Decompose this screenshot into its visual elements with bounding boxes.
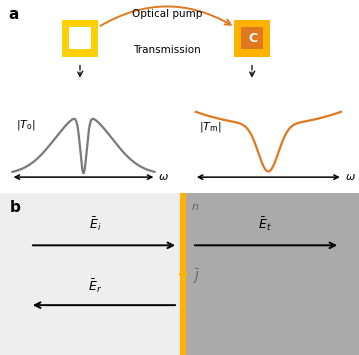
- Bar: [180, 193, 186, 355]
- FancyBboxPatch shape: [62, 20, 98, 56]
- Text: ω: ω: [159, 172, 168, 182]
- Text: $\bar{E}_i$: $\bar{E}_i$: [89, 216, 101, 233]
- Text: $\bar{E}_r$: $\bar{E}_r$: [88, 278, 102, 295]
- Text: b: b: [10, 201, 21, 215]
- Text: $\bar{J}$: $\bar{J}$: [192, 268, 201, 286]
- Text: ω: ω: [345, 172, 355, 182]
- FancyBboxPatch shape: [234, 20, 270, 56]
- FancyBboxPatch shape: [241, 27, 263, 49]
- Bar: [183, 193, 359, 355]
- FancyBboxPatch shape: [69, 27, 91, 49]
- Text: C: C: [248, 32, 258, 45]
- Text: C: C: [76, 32, 86, 45]
- Text: $|T_\mathrm{o}|$: $|T_\mathrm{o}|$: [16, 118, 36, 132]
- Text: Transmission: Transmission: [133, 45, 201, 55]
- Text: $|T_\mathrm{m}|$: $|T_\mathrm{m}|$: [199, 120, 222, 135]
- Text: Optical pump: Optical pump: [132, 9, 202, 19]
- Text: a: a: [8, 7, 18, 22]
- Bar: [0, 193, 183, 355]
- Text: n: n: [192, 202, 199, 212]
- Text: $\bar{E}_t$: $\bar{E}_t$: [258, 216, 272, 233]
